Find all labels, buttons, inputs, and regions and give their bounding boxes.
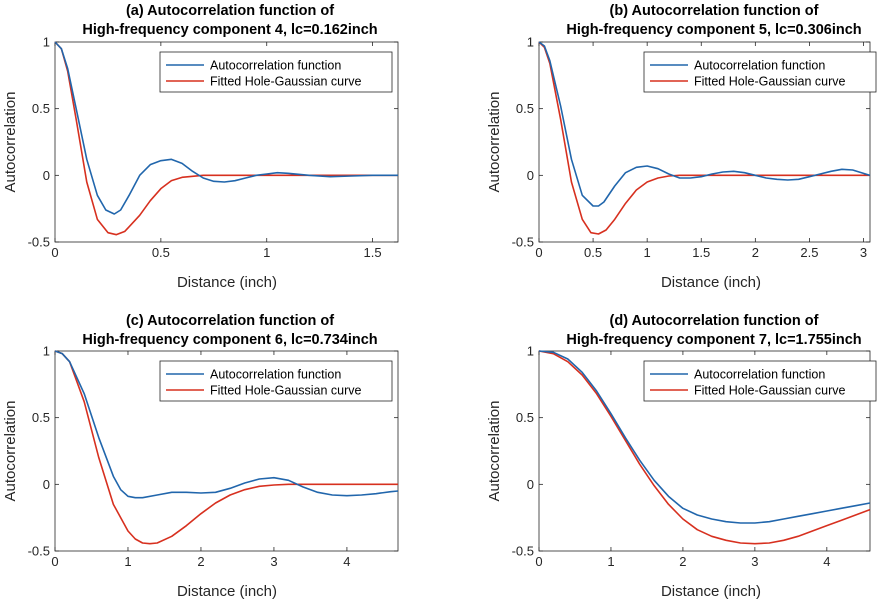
panel-d-ylabel: Autocorrelation bbox=[486, 401, 503, 502]
panel-a-series-autocorrelation bbox=[54, 41, 398, 215]
panel-b-xtick-label: 2.5 bbox=[800, 245, 818, 260]
panel-c-xtick-label: 2 bbox=[197, 554, 204, 569]
panel-c-title-line2: High-frequency component 6, lc=0.734inch bbox=[82, 332, 377, 348]
panel-a-ytick-label: 0 bbox=[43, 168, 50, 183]
panel-d-legend-box bbox=[643, 360, 877, 402]
panel-a-title-line2: High-frequency component 4, lc=0.162inch bbox=[82, 22, 377, 38]
panel-d-ytick-label: 0 bbox=[527, 477, 534, 492]
panel-d-ytick-label: 1 bbox=[527, 344, 534, 359]
panel-c-ytick-label: -0.5 bbox=[28, 544, 50, 559]
panel-d-title-line1: (d) Autocorrelation function of bbox=[610, 313, 819, 329]
panel-c-xtick-label: 3 bbox=[270, 554, 277, 569]
panel-b-xtick-label: 0 bbox=[535, 245, 542, 260]
panel-b-title-line1: (b) Autocorrelation function of bbox=[610, 3, 819, 19]
panel-b-legend-label-autocorrelation: Autocorrelation function bbox=[694, 59, 825, 73]
panel-b-ytick-label: -0.5 bbox=[512, 235, 534, 250]
panel-b-ytick-label: 0 bbox=[527, 168, 534, 183]
panel-b-series-fitted-hole-gaussian bbox=[538, 41, 870, 235]
panel-d-xtick-label: 0 bbox=[535, 554, 542, 569]
panel-a-xtick-label: 0 bbox=[51, 245, 58, 260]
panel-d-xtick-label: 2 bbox=[679, 554, 686, 569]
panel-c-ytick-label: 1 bbox=[43, 344, 50, 359]
panel-c-xtick-label: 1 bbox=[124, 554, 131, 569]
panel-b-xtick-label: 0.5 bbox=[584, 245, 602, 260]
panel-d-ytick-label: 0.5 bbox=[516, 410, 534, 425]
panel-c-legend-box bbox=[159, 360, 393, 402]
panel-c-xlabel: Distance (inch) bbox=[177, 583, 277, 600]
panel-a-ylabel: Autocorrelation bbox=[2, 92, 19, 193]
panel-b-title-line2: High-frequency component 5, lc=0.306inch bbox=[566, 22, 861, 38]
panel-b-ytick-label: 1 bbox=[527, 35, 534, 50]
panel-b-legend-box bbox=[643, 51, 877, 93]
panel-a-xlabel: Distance (inch) bbox=[177, 274, 277, 291]
panel-a-legend-box bbox=[159, 51, 393, 93]
panel-d-series-autocorrelation bbox=[538, 350, 871, 524]
panel-c-xtick-label: 4 bbox=[343, 554, 350, 569]
panel-b-xtick-label: 3 bbox=[860, 245, 867, 260]
panel-a: (a) Autocorrelation function of High-fre… bbox=[2, 3, 399, 291]
panel-a-ytick-label: 0.5 bbox=[32, 101, 50, 116]
panel-a-ytick-label: -0.5 bbox=[28, 235, 50, 250]
panel-a-legend: Autocorrelation function Fitted Hole-Gau… bbox=[159, 51, 393, 93]
panel-c: (c) Autocorrelation function of High-fre… bbox=[2, 313, 399, 600]
panel-b-series-autocorrelation bbox=[538, 41, 871, 207]
panel-a-legend-label-fitted: Fitted Hole-Gaussian curve bbox=[210, 75, 362, 89]
panel-c-title-line1: (c) Autocorrelation function of bbox=[126, 313, 334, 329]
panel-c-legend-label-fitted: Fitted Hole-Gaussian curve bbox=[210, 384, 362, 398]
panel-c-ylabel: Autocorrelation bbox=[2, 401, 19, 502]
panel-b-xtick-label: 1 bbox=[644, 245, 651, 260]
panel-b-xlabel: Distance (inch) bbox=[661, 274, 761, 291]
panel-d-xtick-label: 4 bbox=[823, 554, 830, 569]
panel-d-xlabel: Distance (inch) bbox=[661, 583, 761, 600]
panel-b: (b) Autocorrelation function of High-fre… bbox=[486, 3, 877, 291]
panel-d-legend-label-fitted: Fitted Hole-Gaussian curve bbox=[694, 384, 846, 398]
panel-d-legend-label-autocorrelation: Autocorrelation function bbox=[694, 368, 825, 382]
panel-b-xtick-label: 1.5 bbox=[692, 245, 710, 260]
panel-b-ytick-label: 0.5 bbox=[516, 101, 534, 116]
panel-d-series-fitted-hole-gaussian bbox=[538, 350, 871, 545]
panel-c-ytick-label: 0 bbox=[43, 477, 50, 492]
panel-a-ytick-label: 1 bbox=[43, 35, 50, 50]
panel-c-legend-label-autocorrelation: Autocorrelation function bbox=[210, 368, 341, 382]
panel-a-xtick-label: 1 bbox=[263, 245, 270, 260]
panel-d-xtick-label: 3 bbox=[751, 554, 758, 569]
panel-b-legend-label-fitted: Fitted Hole-Gaussian curve bbox=[694, 75, 846, 89]
panel-c-legend: Autocorrelation function Fitted Hole-Gau… bbox=[159, 360, 393, 402]
panel-c-xtick-label: 0 bbox=[51, 554, 58, 569]
panel-a-title-line1: (a) Autocorrelation function of bbox=[126, 3, 334, 19]
panel-c-ytick-label: 0.5 bbox=[32, 410, 50, 425]
panel-d-legend: Autocorrelation function Fitted Hole-Gau… bbox=[643, 360, 877, 402]
panel-c-series-autocorrelation bbox=[54, 350, 399, 499]
panel-a-legend-label-autocorrelation: Autocorrelation function bbox=[210, 59, 341, 73]
panel-a-series-fitted-hole-gaussian bbox=[54, 41, 398, 236]
panel-b-ylabel: Autocorrelation bbox=[486, 92, 503, 193]
panel-d-xtick-label: 1 bbox=[607, 554, 614, 569]
panel-d-title-line2: High-frequency component 7, lc=1.755inch bbox=[566, 332, 861, 348]
panel-d: (d) Autocorrelation function of High-fre… bbox=[486, 313, 877, 600]
panel-b-xtick-label: 2 bbox=[752, 245, 759, 260]
panel-a-xtick-label: 0.5 bbox=[152, 245, 170, 260]
panel-d-ytick-label: -0.5 bbox=[512, 544, 534, 559]
panel-c-series-fitted-hole-gaussian bbox=[54, 350, 398, 545]
panel-b-legend: Autocorrelation function Fitted Hole-Gau… bbox=[643, 51, 877, 93]
panel-a-xtick-label: 1.5 bbox=[364, 245, 382, 260]
